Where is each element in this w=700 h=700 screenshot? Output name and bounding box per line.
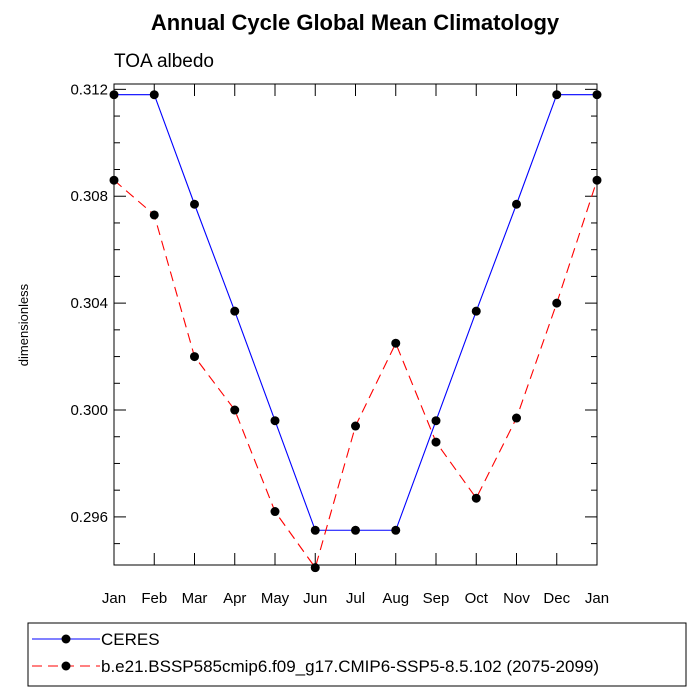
series-line-1 (114, 94, 597, 531)
legend-marker-1 (61, 634, 71, 644)
x-ticks: Jan Feb Mar Apr May Jun Jul Aug Sep Oct Nov Dec Jan (102, 84, 609, 607)
plot-frame (113, 83, 598, 566)
series-2-point (149, 210, 159, 220)
x-tick-label: Jun (303, 590, 327, 607)
y-tick-label: 0.300 (70, 402, 108, 419)
chart-subtitle: TOA albedo (114, 51, 214, 72)
x-tick-label: Oct (465, 590, 489, 607)
x-tick-label: May (261, 590, 290, 607)
series-2-point (471, 493, 481, 503)
y-tick-label: 0.304 (70, 295, 108, 312)
x-tick-label: Jan (102, 590, 126, 607)
chart-title: Annual Cycle Global Mean Climatology (151, 10, 560, 35)
series-2-point (270, 507, 280, 517)
series-1-point (592, 90, 602, 100)
series-2-point (512, 413, 521, 423)
legend-label-2: b.e21.BSSP585cmip6.f09_g17.CMIP6-SSP5-8.… (101, 657, 599, 676)
series-layer (109, 90, 602, 573)
x-tick-label: Nov (503, 590, 530, 607)
legend-label-1: CERES (101, 630, 160, 649)
x-tick-label: Mar (182, 590, 208, 607)
series-1-point (552, 90, 562, 100)
series-2-point (391, 338, 401, 348)
series-2-point (431, 437, 441, 447)
series-line-2 (113, 179, 598, 569)
legend: CERES b.e21.BSSP585cmip6.f09_g17.CMIP6-SS… (32, 630, 599, 676)
series-1-point (230, 306, 240, 316)
series-1-point (310, 525, 320, 535)
legend-marker-2 (61, 661, 71, 671)
series-1-point (391, 525, 401, 535)
x-tick-label: Sep (423, 590, 450, 607)
series-2-point (351, 421, 360, 431)
series-2-point (190, 352, 199, 362)
y-ticks: 0.296 0.300 0.304 0.308 0.312 (70, 81, 597, 545)
series-1-point (512, 199, 521, 209)
x-tick-label: Dec (543, 590, 570, 607)
series-2-point (592, 175, 602, 185)
series-1-point (351, 525, 360, 535)
series-1-point (109, 90, 119, 100)
series-2-point (230, 405, 240, 415)
series-1-point (270, 416, 280, 426)
y-tick-label: 0.308 (70, 188, 108, 205)
series-2-point (109, 175, 119, 185)
series-1-point (149, 90, 159, 100)
series-1-point (190, 199, 199, 209)
x-tick-label: Jan (585, 590, 609, 607)
x-tick-label: Feb (141, 590, 167, 607)
y-axis-label: dimensionless (16, 283, 31, 366)
x-tick-label: Aug (382, 590, 409, 607)
y-tick-label: 0.296 (70, 509, 108, 526)
series-1-point (431, 416, 441, 426)
legend-box (27, 622, 687, 687)
series-1-point (471, 306, 481, 316)
y-tick-label: 0.312 (70, 81, 108, 98)
x-tick-label: Jul (346, 590, 365, 607)
x-tick-label: Apr (223, 590, 246, 607)
series-2-point (552, 298, 562, 308)
series-2-point (310, 563, 320, 573)
